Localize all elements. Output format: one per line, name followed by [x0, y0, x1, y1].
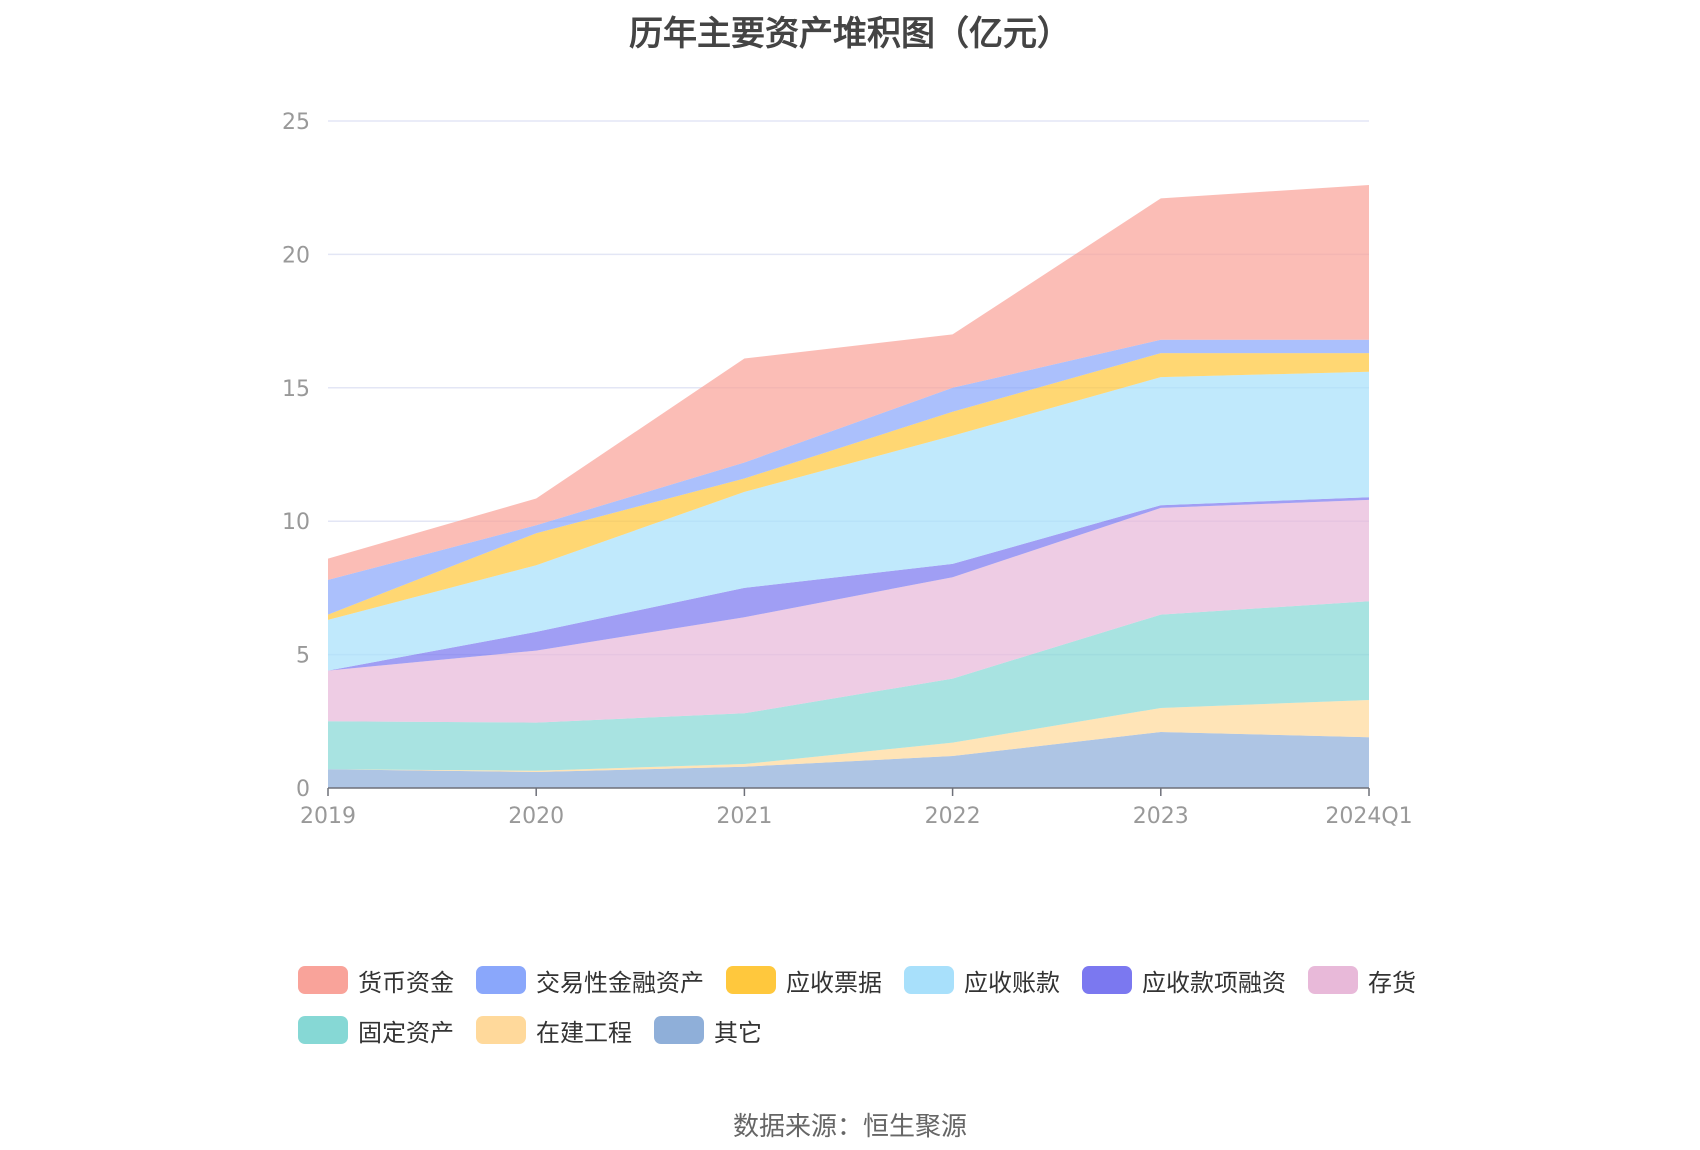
- x-tick-label: 2020: [508, 804, 564, 829]
- legend-swatch: [476, 966, 526, 994]
- legend-swatch: [298, 966, 348, 994]
- y-tick-label: 5: [296, 644, 310, 669]
- legend-item[interactable]: 应收票据: [726, 963, 882, 998]
- legend-label: 其它: [714, 1018, 762, 1047]
- area-series: [328, 732, 1369, 788]
- y-tick-label: 25: [282, 110, 310, 135]
- legend-label: 应收款项融资: [1142, 968, 1286, 997]
- legend-label: 货币资金: [358, 968, 454, 997]
- legend-swatch: [1308, 966, 1358, 994]
- legend-item[interactable]: 应收款项融资: [1082, 963, 1286, 998]
- x-tick-label: 2019: [300, 804, 356, 829]
- area-series: [328, 185, 1369, 580]
- legend-item[interactable]: 货币资金: [298, 963, 454, 998]
- area-series: [328, 601, 1369, 771]
- legend-label: 应收票据: [786, 968, 882, 997]
- source-note: 数据来源：恒生聚源: [732, 1112, 967, 1142]
- area-series: [328, 700, 1369, 772]
- legend-swatch: [1082, 966, 1132, 994]
- y-tick-label: 20: [282, 243, 310, 268]
- area-series: [328, 499, 1369, 723]
- legend-swatch: [298, 1016, 348, 1044]
- legend-item[interactable]: 交易性金融资产: [476, 963, 704, 998]
- x-tick-label: 2023: [1133, 804, 1189, 829]
- legend-row: 固定资产 在建工程 其它: [298, 1005, 1458, 1055]
- chart-title: 历年主要资产堆积图（亿元）: [629, 14, 1071, 54]
- legend-item[interactable]: 固定资产: [298, 1013, 454, 1048]
- legend-item[interactable]: 在建工程: [476, 1013, 632, 1048]
- x-tick-label: 2021: [716, 804, 772, 829]
- legend-item[interactable]: 其它: [654, 1013, 762, 1048]
- area-series: [328, 371, 1369, 671]
- y-tick-label: 0: [296, 777, 310, 802]
- legend-swatch: [476, 1016, 526, 1044]
- legend-swatch: [904, 966, 954, 994]
- y-tick-label: 10: [282, 510, 310, 535]
- legend-swatch: [726, 966, 776, 994]
- legend-label: 在建工程: [536, 1018, 632, 1047]
- legend-label: 交易性金融资产: [536, 968, 704, 997]
- legend-label: 应收账款: [964, 968, 1060, 997]
- x-tick-label: 2024Q1: [1325, 804, 1412, 829]
- legend-item[interactable]: 存货: [1308, 963, 1416, 998]
- y-tick-label: 15: [282, 377, 310, 402]
- legend-label: 固定资产: [358, 1018, 454, 1047]
- legend-swatch: [654, 1016, 704, 1044]
- legend: 货币资金 交易性金融资产 应收票据 应收账款 应收款项融资 存货 固定资产 在建工程 其它: [298, 955, 1458, 1055]
- x-tick-label: 2022: [925, 804, 981, 829]
- legend-label: 存货: [1368, 968, 1416, 997]
- legend-item[interactable]: 应收账款: [904, 963, 1060, 998]
- legend-row: 货币资金 交易性金融资产 应收票据 应收账款 应收款项融资 存货: [298, 955, 1458, 1005]
- area-series: [328, 497, 1369, 671]
